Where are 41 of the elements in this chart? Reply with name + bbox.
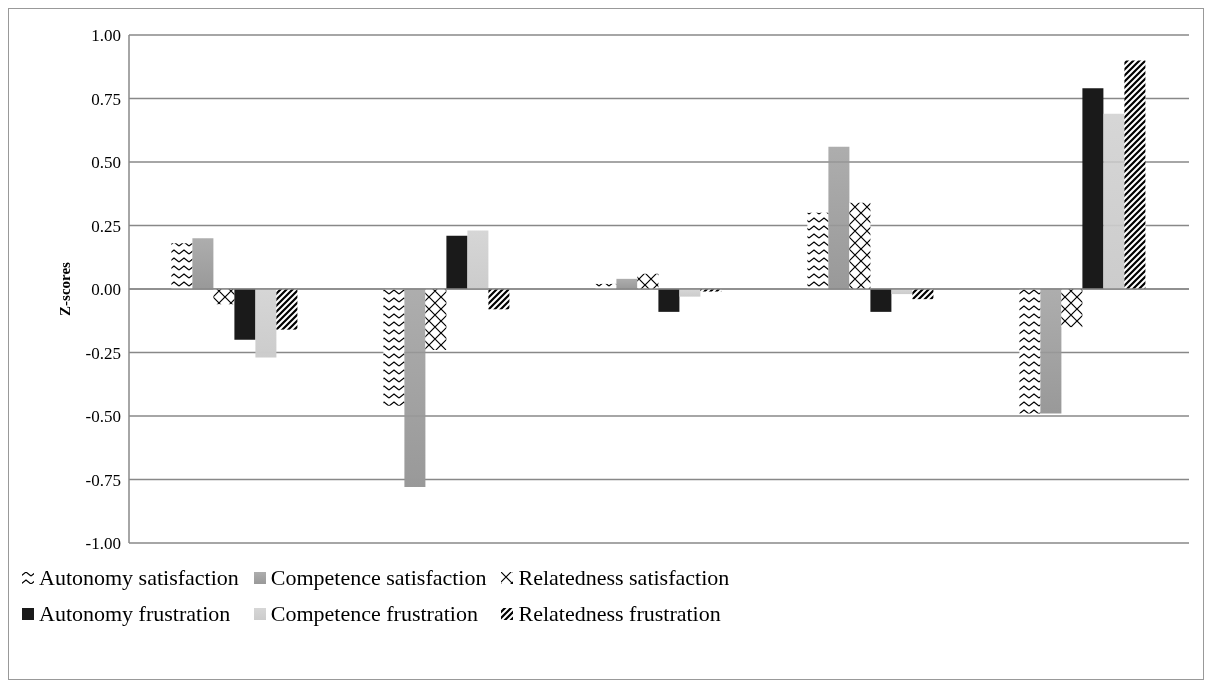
bar <box>383 289 405 406</box>
bar <box>658 289 680 312</box>
bar <box>404 289 426 488</box>
bar <box>213 289 235 305</box>
bar <box>1040 289 1062 414</box>
y-tick-label: -0.25 <box>85 343 121 363</box>
legend-label: Autonomy frustration <box>39 601 231 627</box>
y-tick-label: -0.50 <box>85 407 121 427</box>
bar <box>870 289 892 312</box>
bar <box>446 235 468 289</box>
bar <box>1124 60 1146 289</box>
bar <box>637 273 659 289</box>
bar <box>849 202 871 289</box>
legend-label: Autonomy satisfaction <box>39 565 239 591</box>
y-tick-label: 1.00 <box>91 26 121 46</box>
legend-label: Competence frustration <box>270 601 478 627</box>
bar <box>1103 113 1125 289</box>
bar <box>1019 289 1041 414</box>
bar <box>255 289 277 358</box>
y-tick-label: -1.00 <box>85 534 121 554</box>
bar <box>807 212 829 289</box>
bar <box>425 289 447 350</box>
legend-label: Relatedness frustration <box>518 601 721 627</box>
legend-label: Relatedness satisfaction <box>518 565 730 591</box>
y-tick-label: 0.25 <box>91 216 121 236</box>
bar <box>679 289 701 297</box>
y-tick-label: -0.75 <box>85 470 121 490</box>
bar <box>467 230 489 289</box>
legend-label: Competence satisfaction <box>270 565 487 591</box>
bar <box>276 289 298 330</box>
y-tick-label: 0.50 <box>91 153 121 173</box>
y-tick-label: 0.00 <box>91 280 121 300</box>
bar <box>488 289 510 310</box>
bar <box>828 146 850 289</box>
bar <box>192 238 214 289</box>
bar <box>1082 88 1104 289</box>
bar <box>234 289 256 340</box>
y-axis-title: Z-scores <box>57 261 74 316</box>
bar <box>171 243 193 289</box>
y-tick-label: 0.75 <box>91 89 121 109</box>
bar <box>1061 289 1083 328</box>
